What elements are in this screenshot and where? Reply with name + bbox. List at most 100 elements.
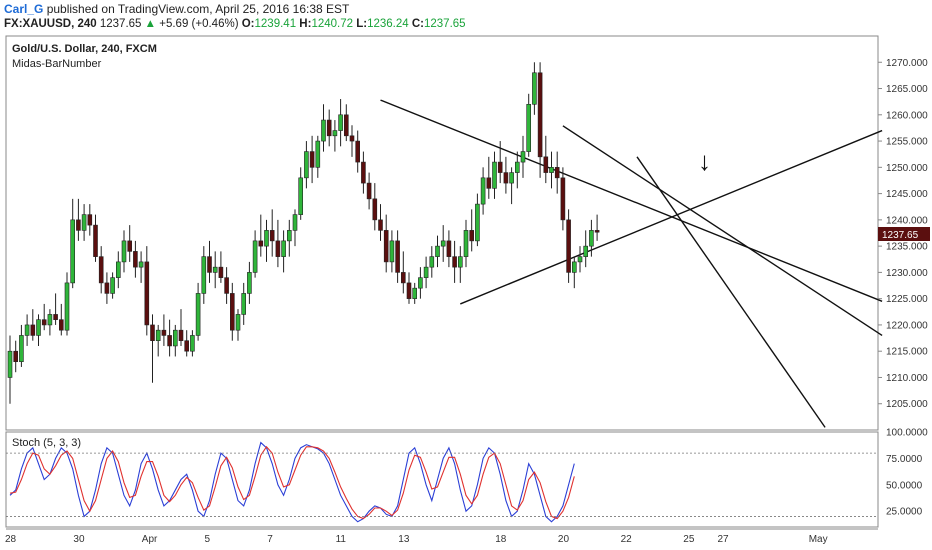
close-label: C: [411,18,424,30]
candle-up [577,256,583,263]
time-tick-label: 25 [683,534,695,545]
trendline [636,156,826,428]
candle-down [13,350,18,363]
stoch-tick-label: 75.0000 [886,454,923,465]
candle-down [594,230,600,233]
candle-down [218,266,224,278]
high-label: H: [299,18,312,30]
candle-down [361,161,366,184]
candle-up [292,214,298,231]
price-tick-label: 1225.000 [886,294,928,305]
stoch-lines [9,441,575,523]
candle-down [497,161,503,173]
high-value: 1240.72 [311,18,354,30]
candle-up [549,167,554,173]
candle-up [19,335,24,363]
trendline [460,129,883,305]
candle-up [475,203,480,242]
last-value: 1237.65 [99,18,142,30]
author-link[interactable]: Carl_G [4,2,44,16]
candle-up [64,282,70,331]
time-tick-label: 22 [621,534,633,545]
candle-down [326,119,332,137]
candle-down [41,319,47,326]
candle-down [469,230,475,242]
candle-up [520,151,526,163]
candle-up [281,240,286,257]
trendline [562,125,883,337]
candle-down [355,140,361,163]
candle-down [395,240,400,273]
price-tick-label: 1205.000 [886,399,928,410]
time-tick-label: Apr [142,534,158,545]
stoch-title: Stoch (5, 3, 3) [12,437,81,449]
time-tick-label: 18 [495,534,507,545]
candle-up [583,245,589,257]
stoch-tick-label: 100.0000 [886,428,928,439]
time-tick-label: 20 [558,534,570,545]
candle-up [532,72,537,105]
last-price-label: 1237.65 [882,230,919,241]
publish-text: published on TradingView.com, April 25, … [46,2,350,16]
stoch-k-line [9,441,575,523]
candle-up [235,314,241,331]
candle-up [389,240,395,263]
candle-up [298,177,304,215]
candle-down [184,340,189,352]
candle-down [150,324,155,341]
indicator-label: Midas-BarNumber [12,58,102,70]
candle-up [241,293,246,315]
candle-up [190,335,195,352]
price-tick-label: 1245.000 [886,189,928,200]
candle-up [110,277,115,294]
stoch-pane [5,431,879,528]
candle-up [252,240,258,273]
candle-up [195,293,201,336]
candle-down [93,224,98,257]
candle-down [537,72,543,158]
candle-up [509,172,514,184]
time-tick-label: 28 [5,534,17,545]
candle-up [321,119,326,142]
candles [7,62,600,404]
change-value: +5.69 (+0.46%) [159,18,239,30]
candle-down [378,219,383,231]
candle-up [47,314,53,326]
price-tick-label: 1235.000 [886,242,928,253]
time-tick-label: 5 [205,534,211,545]
candle-down [452,256,457,268]
candle-down [207,256,212,273]
candle-down [503,172,509,184]
candle-up [24,324,30,336]
open-label: O: [241,18,255,30]
close-value: 1237.65 [424,18,466,30]
candle-down [566,219,571,273]
low-value: 1236.24 [367,18,409,30]
time-tick-label: 11 [336,534,347,545]
candle-up [463,230,469,257]
candle-up [514,161,520,173]
candle-down [53,314,58,320]
candle-up [36,319,41,336]
candle-down [258,240,264,247]
price-tick-label: 1210.000 [886,373,928,384]
candle-down [133,251,138,268]
candle-down [76,219,81,231]
candle-up [212,266,218,273]
stoch-tick-label: 25.0000 [886,507,923,518]
candle-down [161,329,167,336]
candle-up [81,214,87,231]
candle-down [30,324,36,336]
price-tick-label: 1230.000 [886,268,928,279]
open-value: 1239.41 [254,18,297,30]
symbol-label: FX:XAUUSD, 240 [4,18,97,30]
candle-down [366,182,372,200]
candle-up [286,230,292,242]
candle-up [116,261,121,278]
candle-up [480,177,486,205]
candle-down [127,240,132,252]
down-arrow-icon: ↓ [698,146,711,176]
stoch-tick-label: 50.0000 [886,480,923,491]
candle-up [332,130,338,137]
time-tick-label: 30 [73,534,85,545]
